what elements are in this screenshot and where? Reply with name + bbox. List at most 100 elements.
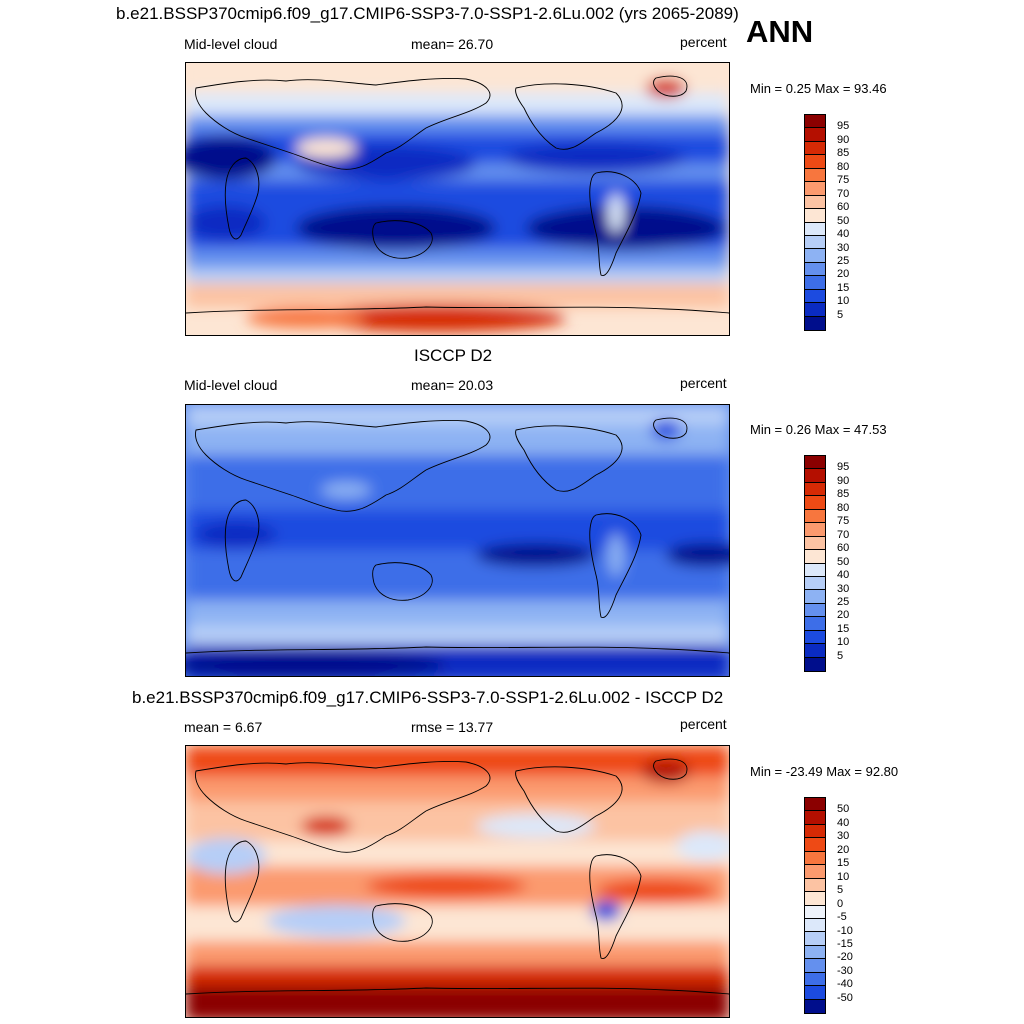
colorbar-level-label: 10 (837, 636, 850, 649)
panel-1-units-label: percent (680, 34, 727, 50)
panel-2-map (185, 404, 730, 677)
colorbar-swatch (805, 878, 825, 893)
colorbar-level-label: 5 (837, 308, 844, 321)
colorbar-swatch (805, 536, 825, 551)
panel-1-map (185, 62, 730, 336)
colorbar-swatch (805, 249, 825, 263)
colorbar-level-label: 20 (837, 609, 850, 622)
panel-3-map (185, 745, 730, 1018)
colorbar-swatch (805, 523, 825, 537)
panel-1-title: b.e21.BSSP370cmip6.f09_g17.CMIP6-SSP3-7.… (116, 4, 739, 23)
colorbar-swatch (805, 811, 825, 825)
colorbar-swatch (805, 195, 825, 210)
panel-2-title: ISCCP D2 (414, 346, 493, 365)
colorbar-swatch (805, 509, 825, 524)
colorbar-swatch (805, 316, 825, 330)
colorbar-swatch (805, 617, 825, 631)
panel-3-title: b.e21.BSSP370cmip6.f09_g17.CMIP6-SSP3-7.… (132, 688, 724, 707)
colorbar-level-label: 20 (837, 843, 850, 856)
colorbar-level-label: 10 (837, 870, 850, 883)
colorbar-level-label: 40 (837, 816, 850, 829)
colorbar-swatch (805, 496, 825, 510)
panel-3-rmse-label: rmse = 13.77 (411, 719, 494, 735)
panel-1-colorbar (804, 114, 826, 331)
colorbar-swatch (805, 303, 825, 317)
colorbar-swatch (805, 851, 825, 866)
colorbar-level-label: 30 (837, 830, 850, 843)
colorbar-level-label: 60 (837, 201, 850, 214)
panel-2-variable-label: Mid-level cloud (184, 377, 278, 393)
colorbar-swatch (805, 630, 825, 645)
panel-3-minmax: Min = -23.49 Max = 92.80 (750, 764, 899, 779)
panel-1-mean-label: mean= 26.70 (411, 36, 494, 52)
colorbar-level-label: 70 (837, 187, 850, 200)
colorbar-swatch (805, 276, 825, 290)
colorbar-level-label: 50 (837, 555, 850, 568)
colorbar-swatch (805, 456, 825, 470)
colorbar-level-label: 15 (837, 281, 850, 294)
colorbar-swatch (805, 603, 825, 618)
colorbar-level-label: 25 (837, 595, 850, 608)
colorbar-level-label: 80 (837, 501, 850, 514)
colorbar-swatch (805, 905, 825, 919)
colorbar-swatch (805, 972, 825, 987)
colorbar-level-label: 15 (837, 622, 850, 635)
colorbar-level-label: -50 (837, 991, 853, 1004)
colorbar-swatch (805, 798, 825, 812)
colorbar-swatch (805, 986, 825, 1000)
colorbar-level-label: 5 (837, 884, 844, 897)
colorbar-swatch (805, 235, 825, 250)
panel-2-mean-label: mean= 20.03 (411, 377, 494, 393)
colorbar-swatch (805, 576, 825, 591)
colorbar-level-label: 95 (837, 461, 850, 474)
colorbar-swatch (805, 168, 825, 183)
colorbar-swatch (805, 155, 825, 169)
colorbar-level-label: -40 (837, 978, 853, 991)
colorbar-swatch (805, 590, 825, 604)
colorbar-swatch (805, 182, 825, 196)
colorbar-swatch (805, 222, 825, 236)
colorbar-level-label: 40 (837, 569, 850, 582)
colorbar-level-label: 95 (837, 120, 850, 133)
colorbar-swatch (805, 892, 825, 906)
colorbar-level-label: 70 (837, 528, 850, 541)
colorbar-level-label: 75 (837, 174, 850, 187)
colorbar-swatch (805, 289, 825, 304)
colorbar-swatch (805, 550, 825, 564)
colorbar-swatch (805, 141, 825, 156)
colorbar-level-label: 40 (837, 228, 850, 241)
panel-1-variable-label: Mid-level cloud (184, 36, 278, 52)
panel-1-minmax: Min = 0.25 Max = 93.46 (750, 81, 887, 96)
colorbar-swatch (805, 115, 825, 129)
colorbar-swatch (805, 262, 825, 277)
colorbar-level-label: 30 (837, 241, 850, 254)
panel-2-units-label: percent (680, 375, 727, 391)
colorbar-level-label: 30 (837, 582, 850, 595)
colorbar-swatch (805, 932, 825, 946)
colorbar-level-label: 75 (837, 515, 850, 528)
colorbar-level-label: -30 (837, 964, 853, 977)
colorbar-swatch (805, 824, 825, 839)
colorbar-level-label: -5 (837, 911, 847, 924)
colorbar-swatch (805, 945, 825, 960)
colorbar-level-label: -10 (837, 924, 853, 937)
colorbar-swatch (805, 999, 825, 1013)
colorbar-swatch (805, 657, 825, 671)
colorbar-swatch (805, 865, 825, 879)
colorbar-swatch (805, 959, 825, 973)
colorbar-level-label: 50 (837, 214, 850, 227)
colorbar-level-label: 60 (837, 542, 850, 555)
panel-2-minmax: Min = 0.26 Max = 47.53 (750, 422, 887, 437)
colorbar-swatch (805, 128, 825, 142)
panel-3-mean-label: mean = 6.67 (184, 719, 263, 735)
colorbar-level-label: 80 (837, 160, 850, 173)
colorbar-swatch (805, 918, 825, 933)
colorbar-level-label: 5 (837, 649, 844, 662)
colorbar-level-label: 90 (837, 133, 850, 146)
colorbar-level-label: 85 (837, 488, 850, 501)
colorbar-swatch (805, 563, 825, 577)
colorbar-level-label: 20 (837, 268, 850, 281)
colorbar-level-label: -15 (837, 937, 853, 950)
colorbar-level-label: 15 (837, 857, 850, 870)
colorbar-level-label: -20 (837, 951, 853, 964)
